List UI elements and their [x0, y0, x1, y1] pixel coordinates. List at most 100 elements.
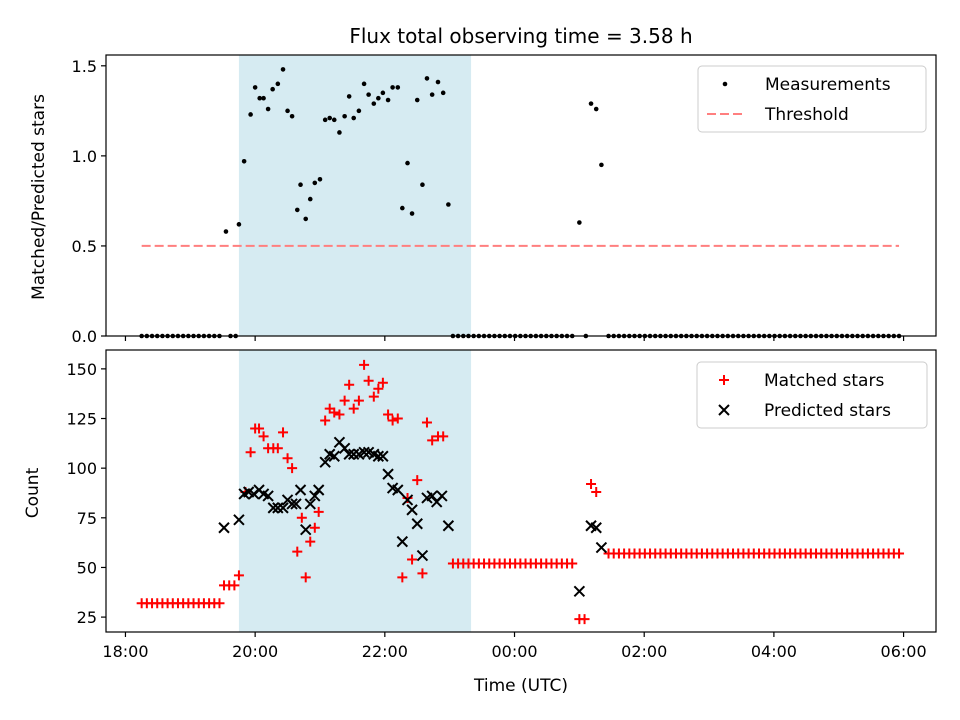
predicted-stars-point — [442, 520, 455, 532]
measurements-point — [280, 67, 286, 72]
predicted-stars-point — [328, 450, 340, 462]
measurements-point — [366, 92, 371, 97]
x-tick-label: 00:00 — [491, 642, 537, 661]
measurements-point — [599, 162, 604, 168]
measurements-legend-label: Measurements — [765, 75, 891, 95]
matched-stars-point — [278, 427, 289, 438]
measurements-point — [588, 101, 594, 106]
measurements-point — [265, 106, 271, 112]
matched-stars-point — [214, 598, 225, 609]
measurements-point — [424, 76, 430, 81]
y-tick-label: 125 — [66, 410, 97, 429]
measurements-point — [298, 182, 303, 187]
top-legend-box — [697, 65, 927, 133]
measurements-point — [317, 176, 323, 182]
threshold-legend-label: Threshold — [764, 105, 849, 125]
top-panel-marks — [139, 67, 902, 339]
matched-stars-point — [292, 546, 303, 557]
matched-stars-point — [254, 423, 265, 434]
measurements-point — [414, 97, 420, 103]
bottom-panel-marks — [136, 359, 905, 625]
bottom-panel-ylabel: Count — [23, 467, 43, 518]
matched-stars-point — [567, 558, 578, 569]
measurements-point — [337, 130, 342, 135]
measurements-point — [342, 113, 347, 119]
predicted-stars-point — [372, 450, 385, 462]
x-tick-label: 18:00 — [102, 642, 148, 661]
measurements-point — [361, 81, 367, 87]
y-tick-label: 0.5 — [72, 237, 97, 256]
measurements-point — [429, 92, 435, 97]
matched-stars-point — [586, 479, 597, 490]
matched-stars-point — [591, 486, 602, 497]
matched-stars-point — [421, 417, 432, 428]
measurements-point — [409, 211, 415, 216]
predicted-stars-point — [294, 484, 307, 496]
measurements-point — [307, 196, 313, 202]
predicted-stars-point — [590, 522, 602, 534]
bottom-panel-frame — [105, 349, 937, 633]
predicted-stars-point — [436, 490, 448, 502]
matched-stars-point — [233, 570, 244, 581]
predicted-stars-legend-label: Predicted stars — [764, 401, 891, 421]
predicted-stars-point — [382, 468, 394, 480]
predicted-stars-point — [358, 446, 370, 458]
predicted-stars-point — [595, 541, 608, 554]
top-panel-xticks — [124, 336, 905, 341]
y-tick-label: 0.0 — [72, 327, 97, 346]
matched-stars-point — [287, 463, 298, 474]
matched-stars-point — [320, 415, 331, 426]
measurements-point — [385, 97, 391, 103]
y-tick-label: 50 — [77, 558, 97, 577]
x-tick-label: 20:00 — [232, 642, 278, 661]
measurements-point — [593, 106, 599, 112]
measurements-point — [435, 79, 441, 85]
measurements-point — [236, 222, 242, 227]
matched-stars-point — [407, 554, 418, 565]
measurements-point — [312, 180, 318, 186]
matched-stars-point — [229, 580, 240, 591]
bottom-panel-yticks: 25 50 75 100 125 150 — [66, 360, 106, 627]
measurements-point — [327, 115, 333, 121]
predicted-stars-point — [392, 484, 404, 496]
matched-stars-point — [344, 379, 355, 390]
predicted-stars-point — [411, 518, 423, 530]
measurements-point — [371, 101, 377, 106]
x-tick-label: 06:00 — [881, 642, 927, 661]
predicted-stars-point — [218, 522, 230, 534]
measurements-point — [420, 182, 425, 187]
measurements-point — [346, 94, 352, 99]
measurements-point — [248, 112, 253, 117]
measurements-point — [446, 202, 451, 207]
matched-stars-point — [377, 377, 388, 388]
bottom-panel-shade — [238, 350, 472, 632]
matched-stars-point — [282, 453, 293, 464]
matched-stars-point — [300, 572, 311, 583]
top-panel-yticks: 0.0 0.5 1.0 1.5 — [72, 57, 106, 346]
measurements-point — [577, 220, 582, 225]
measurements-point — [440, 90, 446, 96]
matched-stars-legend-label: Matched stars — [764, 371, 884, 391]
matched-stars-point — [258, 431, 269, 442]
matched-stars-point — [348, 403, 359, 414]
measurements-point — [252, 85, 258, 90]
measurements-point — [356, 108, 362, 114]
predicted-stars-point — [396, 535, 409, 548]
predicted-stars-point — [573, 585, 586, 597]
matched-stars-point — [894, 548, 905, 559]
matched-stars-point — [245, 447, 256, 458]
x-tick-label: 22:00 — [362, 642, 408, 661]
predicted-stars-point — [406, 504, 418, 516]
matched-stars-point — [368, 391, 379, 402]
matched-stars-point — [417, 568, 428, 579]
matched-stars-point — [309, 522, 320, 533]
matched-stars-point — [334, 409, 345, 420]
measurements-legend-marker — [722, 81, 728, 87]
predicted-stars-point — [304, 498, 316, 510]
measurements-point — [303, 216, 309, 222]
predicted-stars-point — [312, 484, 325, 496]
predicted-stars-point — [377, 450, 389, 462]
y-tick-label: 25 — [77, 608, 97, 627]
x-axis-label: Time (UTC) — [473, 676, 568, 696]
measurements-point — [380, 90, 386, 96]
